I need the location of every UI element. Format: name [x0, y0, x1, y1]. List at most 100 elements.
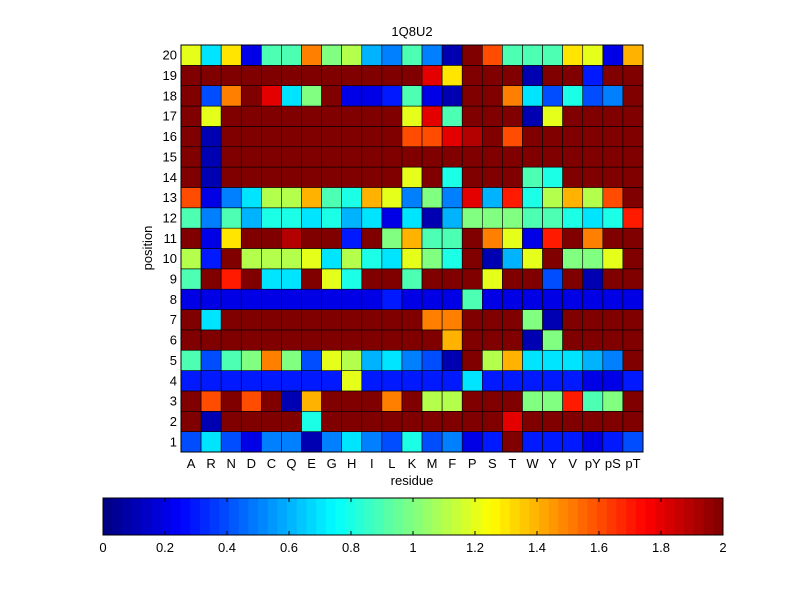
heatmap-cell	[341, 227, 363, 249]
heatmap-cell	[321, 227, 342, 249]
x-tick-label: N	[227, 456, 236, 471]
heatmap-cell	[421, 146, 443, 168]
heatmap-cell	[301, 288, 322, 310]
heatmap-cell	[502, 431, 523, 453]
x-tick-label: D	[247, 456, 256, 471]
heatmap-cell	[200, 126, 222, 148]
heatmap-cell	[441, 288, 463, 310]
heatmap-cell	[240, 146, 262, 168]
heatmap-cell	[461, 309, 483, 331]
heatmap-cell	[421, 227, 443, 249]
heatmap-cell	[542, 65, 563, 86]
heatmap-cell	[461, 349, 483, 371]
heatmap-cell	[522, 227, 543, 249]
heatmap-cell	[361, 329, 383, 351]
colorbar-swatch	[548, 498, 559, 535]
heatmap-cell	[361, 248, 383, 270]
heatmap-cell	[240, 431, 262, 453]
heatmap-cell	[421, 268, 443, 290]
heatmap-cell	[502, 146, 523, 168]
heatmap-cell	[622, 370, 644, 392]
heatmap-cell	[321, 370, 342, 392]
heatmap-cell	[341, 187, 363, 209]
heatmap-cell	[261, 126, 282, 148]
heatmap-cell	[341, 166, 363, 188]
heatmap-cell	[361, 309, 383, 331]
x-tick-label: Y	[548, 456, 557, 471]
heatmap-cell	[261, 146, 282, 168]
heatmap-cell	[461, 126, 483, 148]
heatmap-cell	[361, 146, 383, 168]
heatmap-cell	[321, 187, 342, 209]
colorbar-swatch	[693, 498, 705, 535]
heatmap-cell	[281, 207, 302, 229]
heatmap-cell	[582, 309, 604, 331]
heatmap-cell	[281, 166, 302, 188]
heatmap-cell	[220, 288, 242, 310]
heatmap-cell	[602, 65, 624, 86]
heatmap-cell	[582, 410, 604, 432]
heatmap-cell	[180, 268, 202, 290]
heatmap-cell	[441, 126, 463, 148]
heatmap-cell	[301, 126, 322, 148]
colorbar-swatch	[364, 498, 375, 535]
heatmap-cell	[441, 349, 463, 371]
heatmap-cell	[200, 349, 222, 371]
heatmap-cell	[602, 329, 624, 351]
heatmap-cell	[622, 431, 644, 453]
heatmap-cell	[301, 65, 322, 86]
heatmap-cell	[361, 370, 383, 392]
heatmap-cell	[502, 309, 523, 331]
heatmap-cell	[481, 187, 503, 209]
colorbar-tick-label: 1.8	[652, 540, 670, 555]
heatmap-cell	[321, 410, 342, 432]
colorbar-swatch	[432, 498, 443, 535]
heatmap-cell	[220, 207, 242, 229]
heatmap-cell	[441, 166, 463, 188]
heatmap-cell	[281, 248, 302, 270]
colorbar-swatch	[577, 498, 588, 535]
colorbar-swatch	[122, 498, 133, 535]
heatmap-cell	[562, 65, 584, 86]
heatmap-cell	[622, 105, 644, 127]
colorbar-swatch	[345, 498, 356, 535]
colorbar-tick-label: 0.8	[342, 540, 360, 555]
heatmap-cell	[522, 268, 543, 290]
colorbar-swatch	[616, 498, 627, 535]
colorbar-tick-label: 0.4	[218, 540, 236, 555]
colorbar-swatch	[422, 498, 433, 535]
colorbar-swatch	[490, 498, 501, 535]
heatmap-cell	[341, 65, 363, 86]
heatmap-cell	[281, 309, 302, 331]
heatmap-cell	[421, 248, 443, 270]
colorbar-tick-labels: 0 0.2 0.4 0.6 0.8 1 1.2 1.4 1.6 1.8 2	[99, 498, 727, 555]
y-tick-label: 14	[163, 170, 177, 185]
heatmap-cell	[261, 227, 282, 249]
heatmap-cell	[622, 268, 644, 290]
heatmap-cell	[220, 329, 242, 351]
y-axis-label: position	[140, 226, 155, 271]
heatmap-cell	[582, 85, 604, 107]
heatmap-cell	[401, 207, 423, 229]
heatmap-cell	[441, 431, 463, 453]
heatmap-cell	[381, 248, 403, 270]
x-tick-label: T	[508, 456, 516, 471]
heatmap-cell	[301, 207, 322, 229]
heatmap-cell	[261, 268, 282, 290]
colorbar-swatch	[529, 498, 540, 535]
heatmap-cell	[200, 288, 222, 310]
heatmap-cell	[582, 288, 604, 310]
colorbar	[103, 498, 724, 535]
colorbar-swatch	[219, 498, 230, 535]
colorbar-swatch	[635, 498, 646, 535]
heatmap-cell	[180, 207, 202, 229]
heatmap-cell	[602, 248, 624, 270]
heatmap-cell	[441, 410, 463, 432]
colorbar-swatch	[383, 498, 395, 535]
heatmap-cell	[321, 126, 342, 148]
heatmap-cell	[502, 126, 523, 148]
heatmap-cell	[180, 248, 202, 270]
heatmap-cell	[281, 105, 302, 127]
colorbar-swatch	[568, 498, 579, 535]
